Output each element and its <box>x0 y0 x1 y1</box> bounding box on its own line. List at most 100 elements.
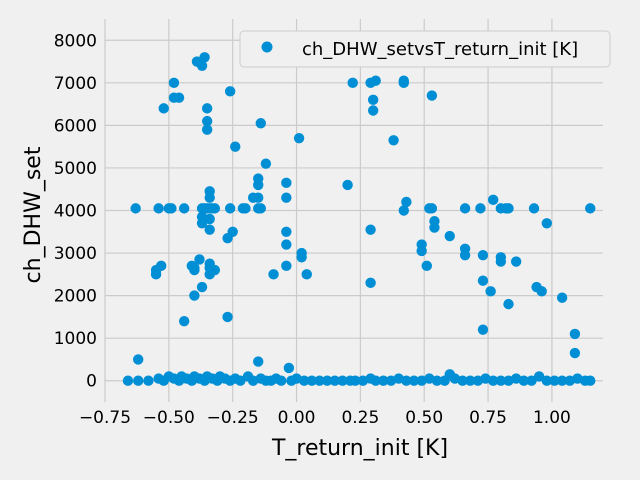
data-point <box>541 375 553 386</box>
data-point <box>541 218 553 229</box>
x-axis-label: T_return_init [K] <box>271 436 448 461</box>
data-point <box>503 298 514 310</box>
data-point <box>329 375 341 386</box>
data-point <box>398 205 409 216</box>
data-point <box>224 86 236 97</box>
data-point <box>421 260 432 272</box>
y-tick-label: 7000 <box>54 74 97 94</box>
data-point <box>166 203 177 214</box>
data-point <box>503 203 514 214</box>
data-point <box>296 252 307 263</box>
data-point <box>253 356 264 367</box>
data-point <box>178 203 190 214</box>
data-point <box>585 375 596 386</box>
data-point <box>189 290 200 301</box>
x-tick-label: −0.75 <box>79 408 131 428</box>
data-point <box>416 245 427 257</box>
data-point <box>347 77 358 89</box>
data-point <box>281 260 292 272</box>
data-point <box>255 203 266 214</box>
data-point <box>426 203 438 214</box>
y-tick-label: 0 <box>86 372 97 392</box>
data-point <box>459 249 471 261</box>
data-point <box>401 375 412 386</box>
legend-box <box>239 30 611 68</box>
data-point <box>222 311 233 323</box>
data-point <box>130 203 141 214</box>
data-point <box>370 375 381 386</box>
data-point <box>510 256 522 267</box>
data-point <box>178 315 190 327</box>
data-point <box>299 375 310 386</box>
data-point <box>293 132 305 144</box>
data-point <box>408 375 420 386</box>
y-tick-labels: 0 1000 2000 3000 4000 5000 6000 7000 8000 <box>54 31 97 391</box>
data-point <box>378 375 389 386</box>
data-point <box>429 222 440 233</box>
data-point <box>276 375 287 386</box>
x-tick-label: 0.50 <box>405 408 443 428</box>
data-point <box>173 92 185 103</box>
data-point <box>122 375 134 386</box>
x-tick-label: 0.25 <box>341 408 379 428</box>
data-point <box>314 375 325 386</box>
data-point <box>199 52 210 63</box>
data-point <box>388 135 399 146</box>
data-point <box>585 203 596 214</box>
data-point <box>477 275 489 286</box>
data-point <box>465 375 476 386</box>
data-point <box>569 328 581 340</box>
data-point <box>526 375 537 386</box>
data-point <box>533 371 545 382</box>
data-point <box>365 224 376 235</box>
data-point <box>549 375 560 386</box>
data-point <box>457 375 468 386</box>
data-point <box>485 286 496 297</box>
data-point <box>196 218 208 229</box>
data-point <box>209 203 221 214</box>
data-point <box>556 375 568 386</box>
data-point <box>204 192 215 203</box>
data-point <box>235 375 246 386</box>
data-points <box>122 35 596 386</box>
data-point <box>321 375 333 386</box>
data-point <box>459 203 471 214</box>
legend-entry: ch_DHW_setvsT_return_init [K] <box>302 39 578 60</box>
data-point <box>204 224 215 235</box>
data-point <box>426 90 438 101</box>
y-tick-label: 8000 <box>54 31 97 51</box>
data-point <box>201 115 213 127</box>
x-tick-label: −0.25 <box>207 408 259 428</box>
data-point <box>224 203 236 214</box>
x-tick-label: −0.50 <box>143 408 195 428</box>
data-point <box>230 141 241 152</box>
data-point <box>487 194 499 206</box>
x-tick-label: 0.75 <box>469 408 507 428</box>
data-point <box>281 239 292 250</box>
data-point <box>189 264 200 276</box>
data-point <box>158 103 169 114</box>
data-point <box>367 105 379 116</box>
data-point <box>201 124 213 135</box>
data-point <box>528 203 540 214</box>
legend-marker <box>261 41 273 53</box>
data-point <box>370 75 381 86</box>
data-point <box>281 226 292 237</box>
data-point <box>153 203 164 214</box>
data-point <box>268 269 279 280</box>
data-point <box>487 375 499 386</box>
data-point <box>337 375 348 386</box>
data-point <box>401 196 412 208</box>
data-point <box>222 232 233 244</box>
data-point <box>398 77 409 89</box>
data-point <box>495 256 507 267</box>
y-tick-label: 6000 <box>54 116 97 136</box>
data-point <box>306 375 318 386</box>
data-point <box>255 118 266 129</box>
data-point <box>260 158 272 169</box>
y-tick-label: 4000 <box>54 202 97 222</box>
data-point <box>253 192 264 203</box>
data-point <box>477 324 489 335</box>
data-point <box>143 375 154 386</box>
